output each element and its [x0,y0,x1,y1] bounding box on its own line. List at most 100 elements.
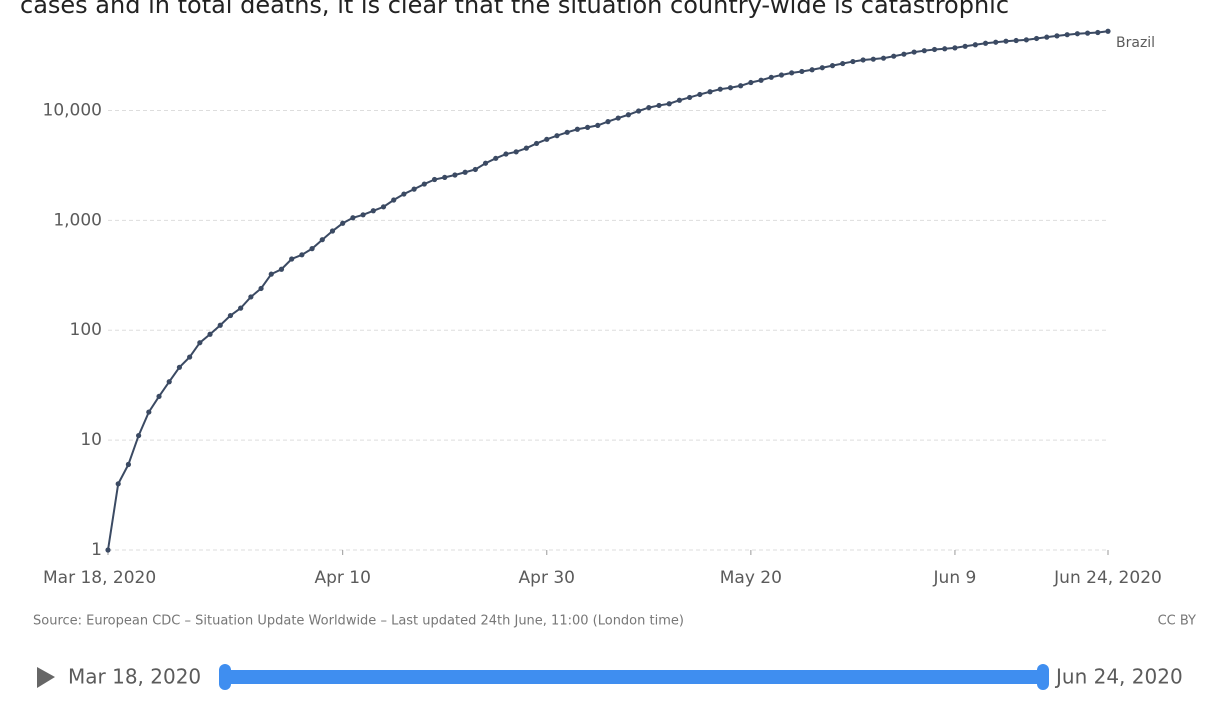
point [411,186,417,192]
point [258,285,264,292]
point [829,63,836,69]
point [350,215,356,221]
line [107,30,1109,551]
point [1044,34,1050,40]
point [993,39,999,45]
point [605,119,611,125]
timeline-end: Jun 24, 2020 [1054,665,1183,689]
x-tick-label: Mar 18, 2020 [43,568,156,588]
point [625,112,632,118]
point [554,133,560,139]
point [105,547,111,553]
point [544,136,550,142]
point [431,176,438,183]
point [646,104,652,111]
point [778,72,785,78]
point [799,68,805,75]
x-tick-label: Jun 24, 2020 [1053,568,1162,588]
header-text: cases and in total deaths, it is clear t… [20,0,1009,19]
y-tick-label: 10,000 [43,100,102,120]
point [615,115,621,121]
source: Source: European CDC – Situation Update … [33,614,684,629]
point [901,51,907,57]
y-tick-label: 10 [80,430,102,450]
point [452,172,458,178]
point [1013,37,1019,44]
point [197,340,203,346]
point [146,409,152,415]
point [758,77,764,83]
point [380,204,387,210]
series-label: Brazil [1116,35,1155,51]
point [533,140,540,147]
license[interactable]: CC BY [1158,614,1196,629]
point [238,305,244,311]
point [687,94,693,101]
point [370,208,376,214]
point [707,89,713,95]
point [727,85,734,91]
y-tick-label: 1,000 [53,210,102,230]
point [513,149,519,155]
point [493,155,499,161]
point [1033,35,1040,42]
point [595,122,601,128]
point [1064,32,1070,38]
point [982,40,989,46]
x-tick-label: Apr 30 [519,568,575,588]
point [340,220,346,226]
point [503,151,509,157]
point [442,174,448,180]
point [1023,37,1029,43]
point [697,91,703,98]
point [401,191,407,197]
point [972,42,978,48]
point [809,67,815,73]
point [768,74,774,80]
point [421,181,427,187]
point [248,294,254,300]
point [299,252,305,258]
timeline-handle[interactable] [1037,664,1049,690]
point [289,256,295,262]
point [1084,30,1091,36]
play-button[interactable] [37,667,55,688]
point [931,46,938,53]
point [952,45,958,51]
x-tick-label: Jun 9 [933,568,977,588]
point [166,379,172,385]
point [1074,31,1080,37]
point [278,266,285,272]
point [676,97,683,103]
point [115,481,121,487]
point [472,166,478,173]
point [636,108,642,114]
point [584,124,591,130]
point [748,79,754,86]
timeline-handle[interactable] [219,664,231,690]
point [482,160,489,166]
point [860,57,866,63]
timeline-start: Mar 18, 2020 [68,665,201,689]
point [309,246,315,252]
point [738,83,744,89]
point [156,393,162,400]
x-tick-label: May 20 [720,568,782,588]
point [523,145,529,151]
point [268,271,274,277]
point [962,43,968,49]
x-tick-label: Apr 10 [314,568,370,588]
point [391,197,397,203]
point [911,49,917,55]
point [1105,28,1111,34]
point [176,364,183,370]
point [656,102,662,109]
point [840,60,846,67]
point [227,312,234,319]
point [1054,33,1060,39]
point [207,331,213,337]
point [942,46,948,52]
point [1095,29,1101,36]
timeline-bar[interactable] [225,670,1043,684]
